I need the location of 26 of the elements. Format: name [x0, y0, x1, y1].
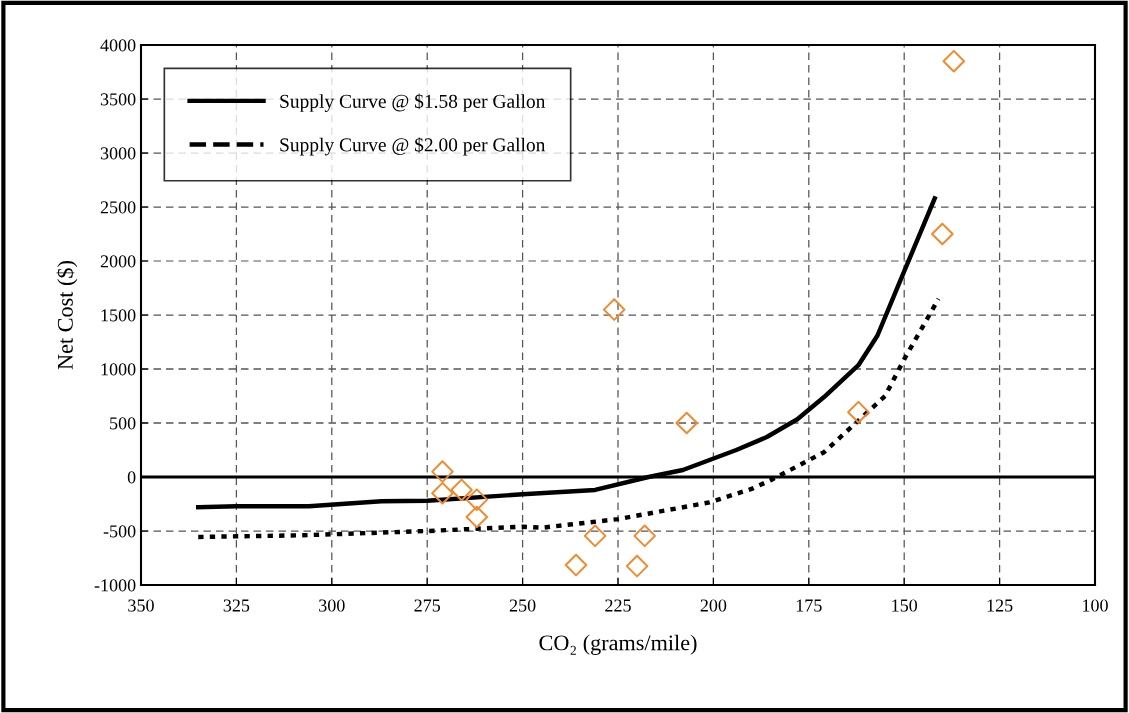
x-tick-label: 150 [892, 599, 918, 612]
y-axis-title: Net Cost ($) [56, 261, 78, 370]
y-tick-label: 1500 [101, 309, 136, 322]
y-tick-label: 500 [110, 417, 136, 430]
y-tick-label: 0 [127, 471, 136, 484]
y-tick-label: -500 [103, 525, 136, 538]
y-tick-label: -1000 [94, 579, 136, 592]
y-tick-label: 3000 [100, 147, 136, 160]
x-axis-title: CO₂ (grams/mile) [539, 634, 697, 655]
x-tick-label: 200 [700, 599, 727, 612]
x-tick-label: 175 [796, 599, 822, 612]
x-tick-label: 350 [128, 599, 154, 612]
y-tick-label: 2000 [100, 255, 136, 268]
legend-label: Supply Curve @ $1.58 per Gallon [280, 93, 546, 112]
x-tick-label: 325 [223, 599, 250, 612]
y-tick-label: 1000 [101, 363, 136, 376]
y-tick-label: 2500 [100, 201, 136, 214]
y-tick-label: 4000 [100, 39, 136, 52]
x-tick-label: 125 [987, 599, 1013, 612]
x-tick-label: 225 [605, 599, 631, 612]
y-tick-label: 3500 [100, 93, 136, 106]
x-tick-label: 100 [1083, 599, 1108, 612]
x-tick-label: 275 [414, 599, 441, 612]
x-tick-label: 300 [319, 599, 345, 612]
legend-label: Supply Curve @ $2.00 per Gallon [280, 137, 546, 156]
x-tick-label: 250 [509, 599, 536, 612]
